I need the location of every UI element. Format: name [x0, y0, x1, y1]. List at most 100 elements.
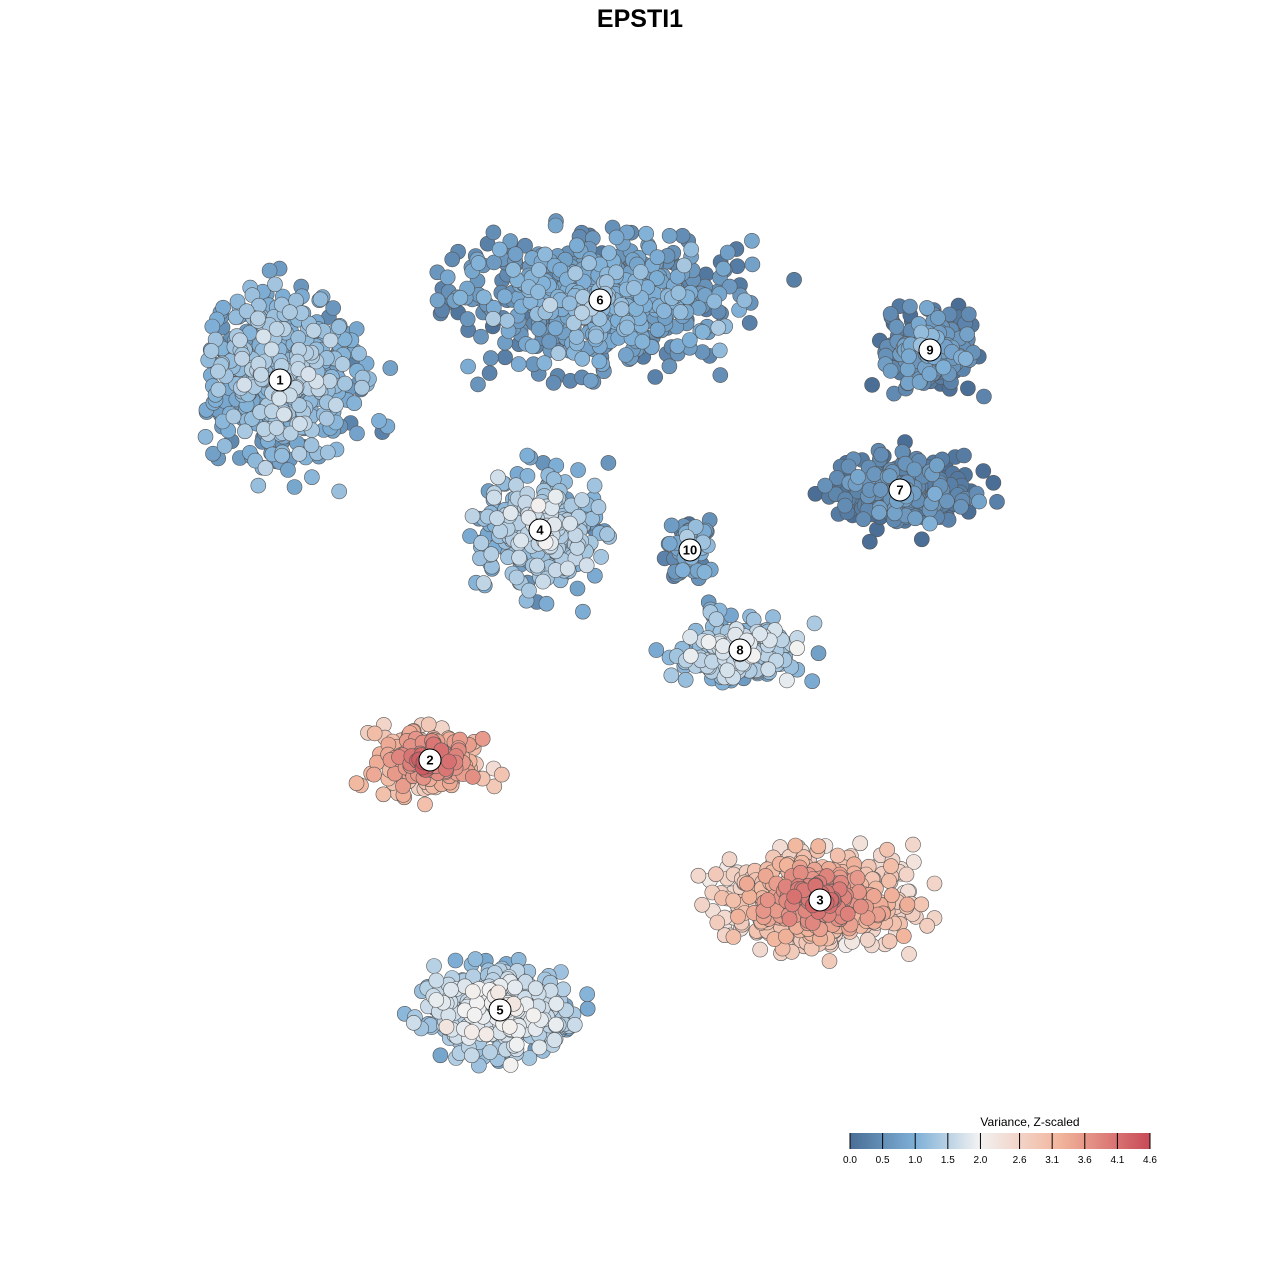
data-point [547, 217, 564, 234]
data-point [888, 319, 905, 335]
data-point [839, 905, 856, 922]
data-point [473, 328, 489, 345]
data-point [696, 564, 713, 580]
data-point [618, 347, 634, 363]
data-point [530, 497, 547, 514]
cluster-label-text: 7 [896, 483, 903, 498]
data-point [569, 237, 585, 254]
data-point [935, 359, 952, 376]
data-point [682, 629, 699, 645]
data-point [649, 249, 666, 266]
data-point [582, 372, 599, 389]
data-point [501, 1019, 518, 1035]
data-point [971, 493, 987, 510]
cluster-label-8: 8 [728, 638, 752, 662]
data-point [531, 1039, 548, 1056]
data-point [719, 244, 736, 261]
data-point [739, 875, 755, 892]
data-point [792, 864, 809, 881]
data-point [913, 531, 930, 548]
data-point [985, 474, 1002, 491]
legend-tick-label: 1.0 [908, 1155, 922, 1166]
data-point [871, 504, 887, 521]
data-point [535, 573, 551, 590]
data-point [694, 324, 711, 340]
data-point [960, 306, 977, 323]
cluster-label-6: 6 [588, 288, 612, 312]
data-point [337, 375, 353, 392]
data-point [672, 304, 689, 320]
data-point [677, 671, 694, 688]
cluster-label-7: 7 [888, 478, 912, 502]
data-point [725, 892, 742, 909]
data-point [711, 342, 728, 359]
data-point [579, 1000, 596, 1017]
data-point [210, 363, 226, 380]
data-point [366, 766, 382, 783]
data-point [291, 446, 308, 462]
data-point [575, 603, 591, 620]
cluster-label-4: 4 [528, 518, 552, 542]
data-point [530, 284, 546, 300]
data-point [234, 350, 250, 367]
data-point [588, 328, 604, 345]
data-point [881, 933, 898, 950]
data-point [505, 261, 522, 278]
data-point [959, 326, 976, 343]
data-point [956, 447, 972, 464]
data-point [719, 662, 736, 679]
data-point [601, 245, 617, 261]
data-point [485, 310, 502, 327]
legend-title: Variance, Z-scaled [980, 1115, 1079, 1129]
data-point [548, 1016, 564, 1033]
cluster-label-badge [728, 638, 752, 662]
data-point [282, 425, 299, 442]
data-point [634, 333, 651, 350]
data-point [300, 366, 317, 383]
data-point [481, 365, 498, 381]
data-point [676, 257, 692, 274]
data-point [470, 376, 486, 393]
data-point [291, 416, 308, 432]
cluster-label-badge [528, 518, 552, 542]
data-point [760, 661, 777, 678]
data-point [710, 319, 727, 336]
data-point [547, 320, 564, 337]
data-point [922, 515, 938, 532]
data-point [882, 306, 899, 322]
data-point [757, 867, 774, 884]
data-point [647, 369, 664, 385]
data-point [741, 315, 758, 331]
data-point [712, 367, 729, 383]
points-layer [197, 213, 1005, 1074]
data-point [460, 358, 476, 375]
data-point [709, 914, 726, 931]
data-point [902, 298, 918, 315]
data-point [420, 716, 437, 733]
data-point [919, 300, 935, 316]
data-point [216, 438, 233, 454]
data-point [626, 280, 642, 296]
data-point [810, 645, 827, 662]
data-point [271, 390, 288, 407]
data-point [930, 310, 946, 326]
data-point [464, 769, 481, 785]
cluster-label-text: 9 [926, 343, 933, 358]
data-point [464, 1024, 480, 1040]
data-point [428, 992, 445, 1008]
data-point [257, 460, 274, 476]
data-point [821, 953, 838, 969]
data-point [426, 958, 442, 974]
data-point [873, 446, 890, 463]
data-point [542, 297, 558, 313]
data-point [519, 468, 536, 484]
data-point [649, 270, 665, 287]
data-point [236, 376, 253, 393]
data-point [548, 995, 565, 1012]
data-point [883, 887, 900, 904]
data-point [351, 345, 367, 362]
data-point [348, 775, 365, 792]
cluster-labels: 1 2 3 4 5 6 7 8 9 10 [268, 288, 942, 1022]
cluster-label-badge [918, 338, 942, 362]
data-point [700, 634, 717, 650]
